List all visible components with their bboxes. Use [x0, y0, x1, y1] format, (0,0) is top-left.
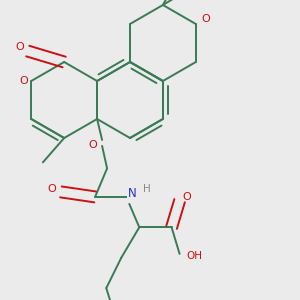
Text: O: O: [182, 192, 191, 202]
Text: O: O: [89, 140, 98, 150]
Text: O: O: [19, 76, 28, 86]
Text: H: H: [143, 184, 151, 194]
Text: OH: OH: [187, 251, 202, 261]
Text: O: O: [47, 184, 56, 194]
Text: O: O: [201, 14, 210, 24]
Text: N: N: [128, 188, 137, 200]
Text: O: O: [15, 42, 24, 52]
